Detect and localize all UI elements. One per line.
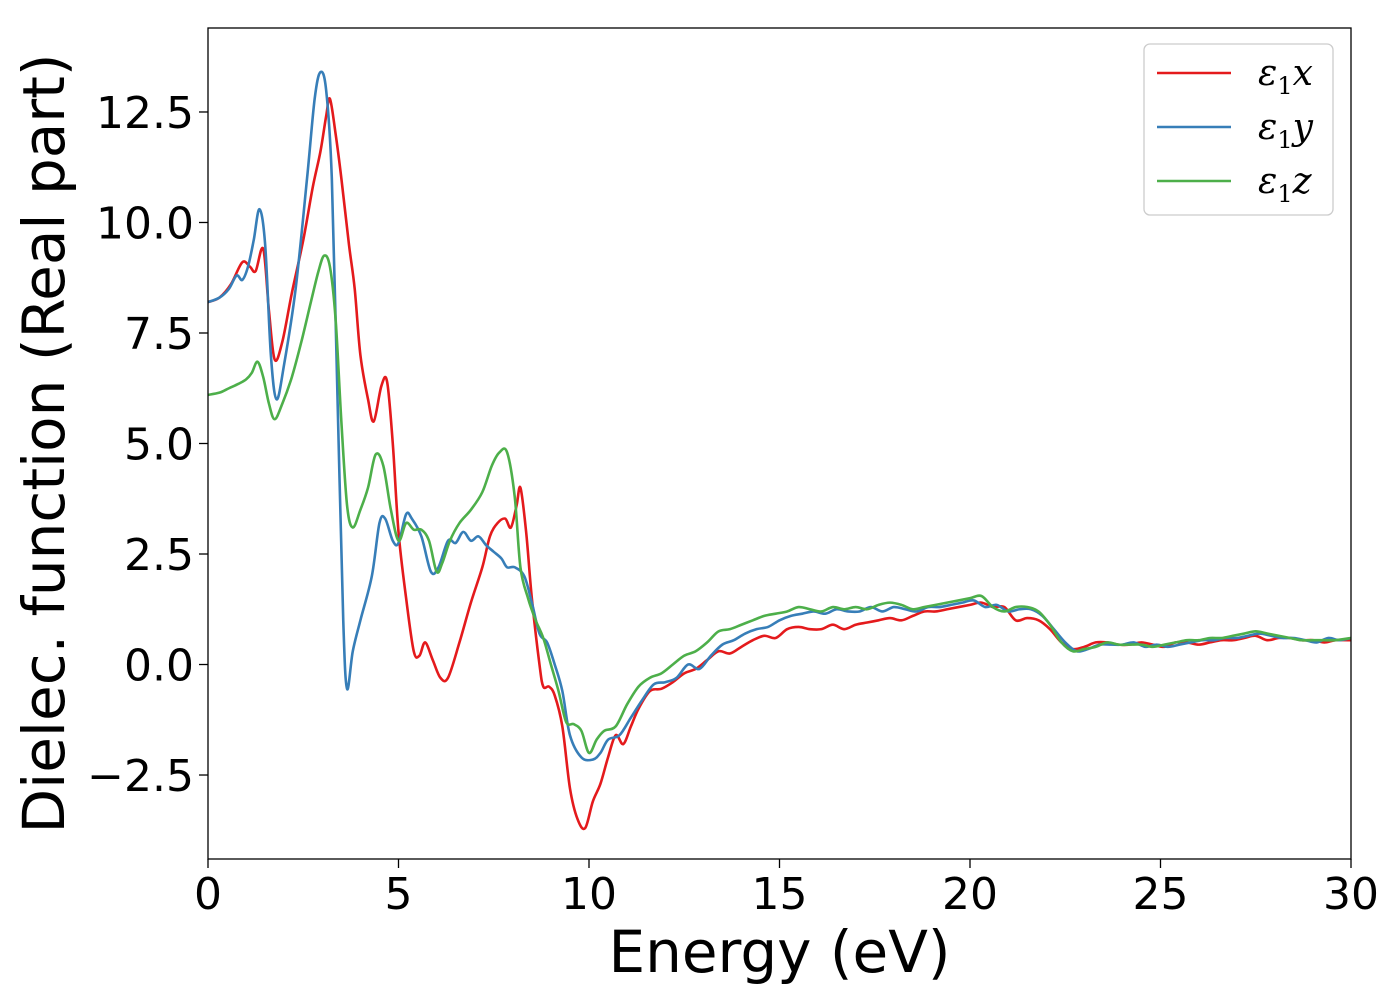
legend-label-y: ε1y xyxy=(1258,107,1314,154)
x-axis-label: Energy (eV) xyxy=(608,918,950,986)
y-axis: −2.5 0.0 2.5 5.0 7.5 10.0 12.5 xyxy=(87,88,208,802)
x-tick-label: 5 xyxy=(385,869,413,920)
y-tick-label: 12.5 xyxy=(96,88,194,139)
legend: ε1x ε1y ε1z xyxy=(1143,43,1334,216)
y-tick-label: 0.0 xyxy=(124,641,194,692)
y-tick-label: −2.5 xyxy=(87,751,194,802)
y-axis-label: Dielec. function (Real part) xyxy=(10,53,78,833)
x-tick-label: 30 xyxy=(1323,869,1379,920)
x-tick-label: 15 xyxy=(752,869,808,920)
legend-label-x: ε1x xyxy=(1258,53,1313,100)
y-tick-label: 5.0 xyxy=(124,420,194,471)
x-tick-label: 10 xyxy=(561,869,617,920)
y-tick-label: 7.5 xyxy=(124,309,194,360)
y-tick-label: 2.5 xyxy=(124,530,194,581)
series-line-z xyxy=(208,254,1351,755)
legend-label-z: ε1z xyxy=(1258,161,1313,208)
y-tick-label: 10.0 xyxy=(96,198,194,249)
x-axis: 0 5 10 15 20 25 30 xyxy=(194,859,1379,920)
x-tick-label: 20 xyxy=(942,869,998,920)
legend-box xyxy=(1143,43,1334,216)
x-tick-label: 0 xyxy=(194,869,222,920)
x-tick-label: 25 xyxy=(1133,869,1189,920)
series-layer xyxy=(208,70,1351,831)
